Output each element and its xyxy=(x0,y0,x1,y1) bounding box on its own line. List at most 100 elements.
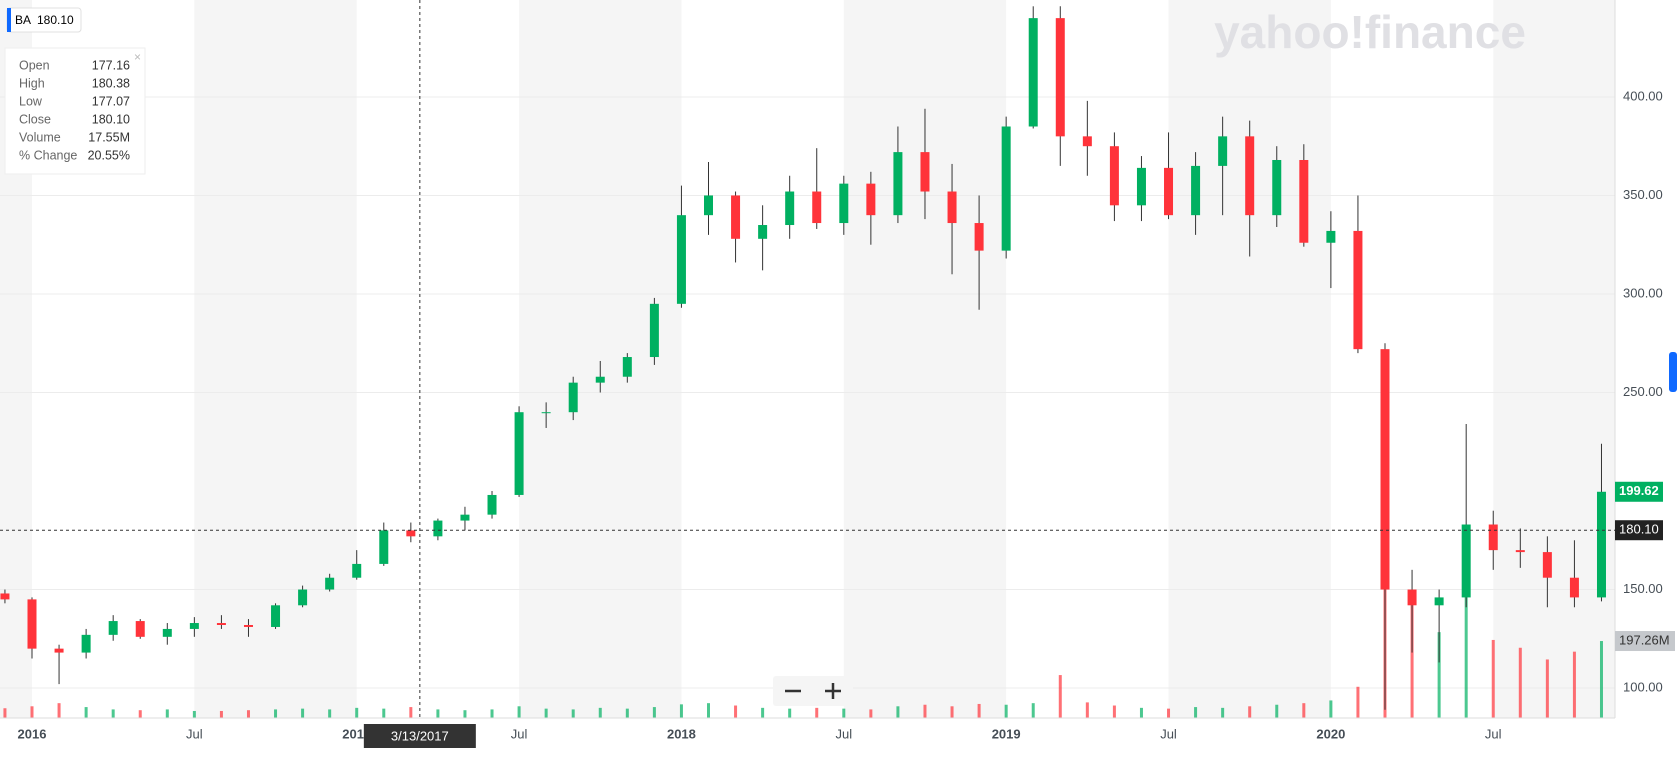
y-tick-label: 150.00 xyxy=(1623,581,1663,596)
candle-body xyxy=(947,191,957,224)
candle-body xyxy=(731,195,741,239)
x-tick-label: Jul xyxy=(1485,726,1502,741)
candle-body xyxy=(27,599,37,649)
volume-bar xyxy=(1112,705,1116,718)
volume-bar xyxy=(165,709,169,718)
tooltip-label: % Change xyxy=(19,148,77,162)
y-tick-label: 100.00 xyxy=(1623,679,1663,694)
crosshair-price: 180.10 xyxy=(1619,522,1659,537)
candle-body xyxy=(379,530,389,564)
candle-body xyxy=(1353,230,1363,350)
volume-bar xyxy=(1599,641,1603,718)
candle-body xyxy=(1164,167,1174,216)
tooltip-value: 180.38 xyxy=(92,76,130,90)
candle-body xyxy=(1082,136,1092,147)
volume-bar xyxy=(84,707,88,718)
axes: 100.00 150.00 250.00 300.00 350.00 400.00 2016… xyxy=(0,0,1663,741)
volume-bar xyxy=(1437,632,1441,718)
volume-bar xyxy=(571,709,575,718)
candle-body xyxy=(1055,18,1065,137)
candle-body xyxy=(866,183,876,216)
candle-body xyxy=(595,376,605,383)
volume-bar xyxy=(1329,700,1333,718)
volume-bar xyxy=(977,703,981,718)
zoom-in[interactable] xyxy=(813,676,853,706)
volume-bar xyxy=(3,708,7,718)
volume-bar xyxy=(679,704,683,718)
volume-bar xyxy=(625,708,629,718)
volume-bar xyxy=(1031,703,1035,718)
volume-bar xyxy=(301,708,305,718)
tooltip-label: Open xyxy=(19,58,50,72)
candle-body xyxy=(1109,146,1119,206)
volume-bar xyxy=(1302,703,1306,718)
candle-body xyxy=(0,593,10,600)
candle-body xyxy=(189,623,199,629)
volume-bar xyxy=(111,709,115,718)
candle-body xyxy=(54,648,64,653)
volume-bar xyxy=(652,707,656,718)
candle-body xyxy=(1407,589,1417,606)
y-tick-label: 250.00 xyxy=(1623,384,1663,399)
candle-body xyxy=(1191,165,1201,216)
volume-bar xyxy=(57,703,61,718)
background xyxy=(0,0,1615,718)
tooltip-value: 20.55% xyxy=(88,148,130,162)
volume-bar xyxy=(1167,708,1171,718)
volume-bar xyxy=(274,709,278,718)
volume-bar xyxy=(734,705,738,718)
volume-bar xyxy=(328,709,332,718)
ticker-price: 180.10 xyxy=(37,13,74,27)
volume-bar xyxy=(138,710,142,718)
candle-body xyxy=(1218,136,1228,166)
candle-body xyxy=(1380,349,1390,590)
candle-body xyxy=(433,520,443,537)
tooltip-value: 177.16 xyxy=(92,58,130,72)
x-tick-label: 2020 xyxy=(1316,726,1345,741)
volume-bar xyxy=(1275,704,1279,718)
candle-body xyxy=(1136,167,1146,206)
tooltip-label: Close xyxy=(19,112,51,126)
volume-bar xyxy=(1545,659,1549,718)
candle-body xyxy=(352,563,362,578)
candle-body xyxy=(514,412,524,495)
last-price: 199.62 xyxy=(1619,483,1659,498)
tooltip-label: Low xyxy=(19,94,43,108)
x-tick-label: 2016 xyxy=(18,726,47,741)
volume-bar xyxy=(707,703,710,718)
candle-body xyxy=(298,589,308,606)
x-tick-label: Jul xyxy=(1160,726,1177,741)
zoom-out[interactable] xyxy=(773,676,813,706)
side-tab[interactable] xyxy=(1669,352,1677,392)
candle-body xyxy=(1488,524,1498,551)
y-tick-label: 400.00 xyxy=(1623,88,1663,103)
candle-body xyxy=(216,623,226,625)
volume-bar xyxy=(869,709,873,718)
candle-body xyxy=(406,530,416,537)
candle-body xyxy=(135,621,145,637)
candle-body xyxy=(812,191,822,224)
volume-bar xyxy=(1139,707,1143,718)
volume-bar xyxy=(544,708,548,718)
period-band xyxy=(1168,0,1331,718)
candle-body xyxy=(758,225,768,239)
period-band xyxy=(519,0,682,718)
volume-bar xyxy=(1410,604,1414,718)
volume-bar xyxy=(1518,647,1522,718)
candle-body xyxy=(487,494,497,515)
volume-bar xyxy=(30,706,34,718)
tooltip-close[interactable]: × xyxy=(134,50,141,64)
candle-body xyxy=(1326,230,1336,243)
candle-body xyxy=(1299,159,1309,243)
volume-bar xyxy=(355,707,359,718)
candle-body xyxy=(541,412,551,414)
period-band xyxy=(843,0,1007,718)
volume-bar xyxy=(490,709,494,718)
x-tick-label: 2018 xyxy=(667,726,696,741)
volume-bar xyxy=(219,710,223,718)
candle-body xyxy=(162,628,172,637)
volume-bar xyxy=(950,706,954,718)
volume-bar xyxy=(409,707,413,718)
tooltip-label: Volume xyxy=(19,130,61,144)
candle-body xyxy=(649,303,659,358)
